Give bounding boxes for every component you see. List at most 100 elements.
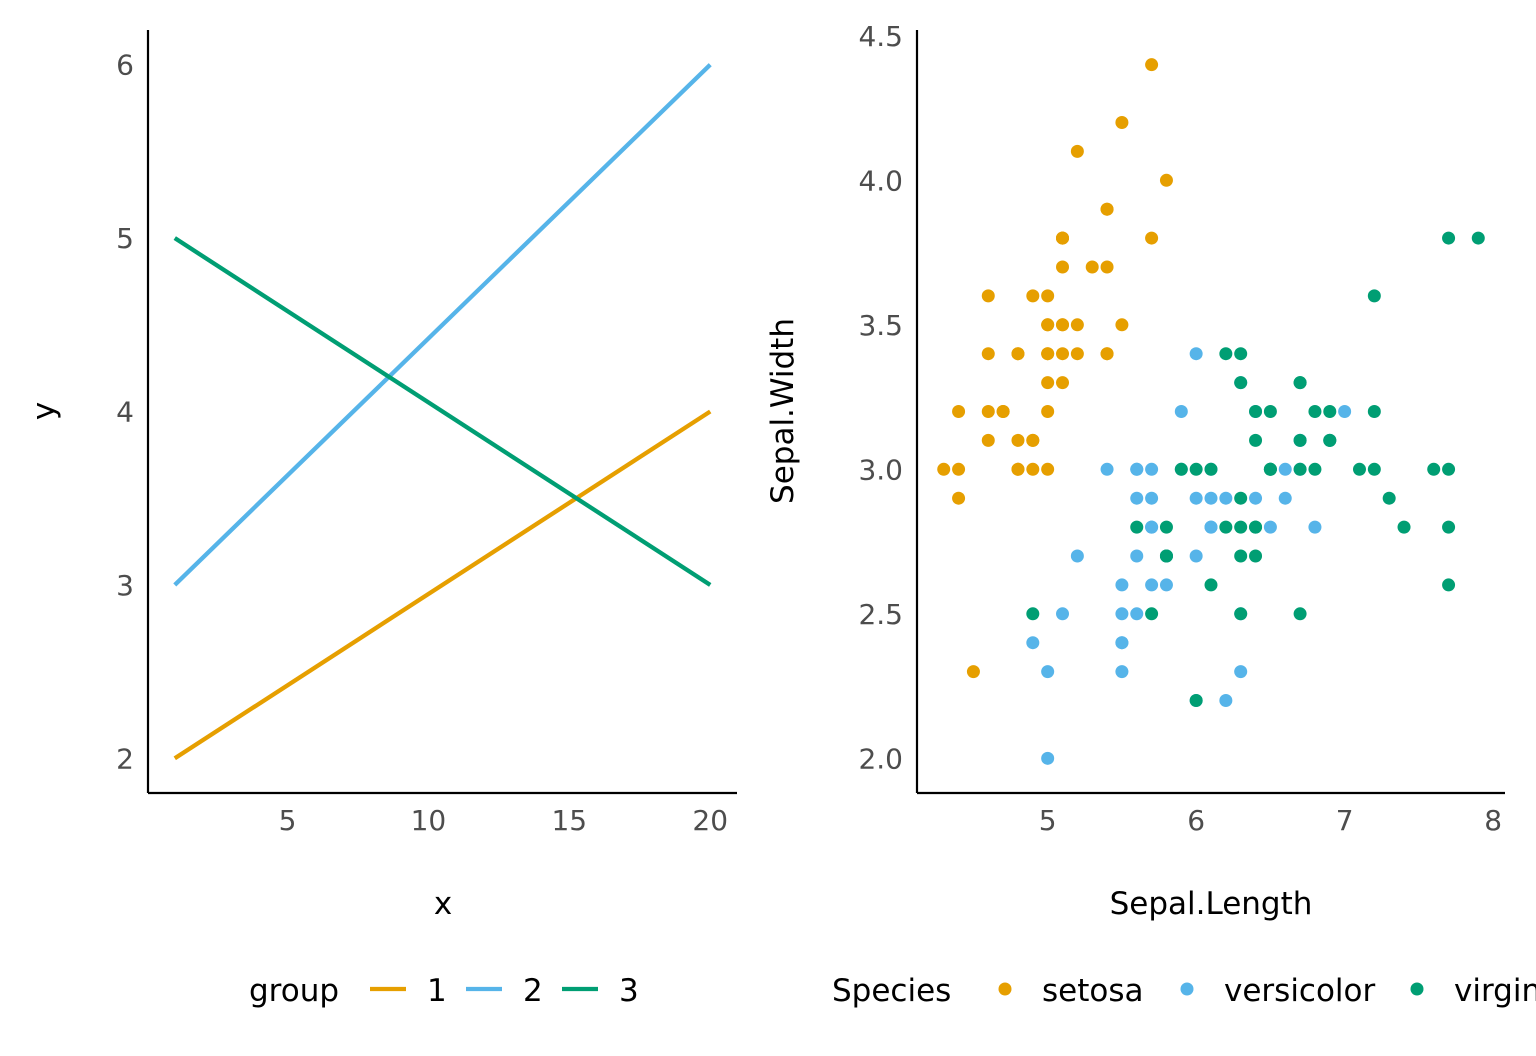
point-setosa [952,491,966,505]
point-versicolor [1219,694,1233,708]
point-virginica [1308,405,1322,418]
line-x-tick-label: 15 [551,804,587,837]
scatter-x-tick-label: 8 [1484,804,1502,837]
point-virginica [1174,462,1188,476]
point-setosa [1145,231,1159,245]
point-virginica [1159,549,1173,563]
point-versicolor [1189,491,1203,505]
point-virginica [1219,347,1233,361]
point-versicolor [1234,665,1248,679]
point-versicolor [1145,462,1159,476]
point-versicolor [1204,520,1218,534]
line-x-axis-title: x [434,886,452,922]
point-virginica [1189,694,1203,708]
point-virginica [1145,607,1159,621]
point-setosa [1070,347,1084,361]
point-virginica [1026,607,1040,621]
point-virginica [1397,520,1411,534]
scatter-y-tick-label: 4.0 [858,164,903,197]
point-setosa [1100,347,1114,361]
point-virginica [1367,462,1381,476]
point-setosa [1145,58,1159,72]
point-setosa [1041,289,1055,303]
legend-key-setosa [998,982,1012,996]
point-setosa [1085,260,1099,274]
scatter-y-axis-title: Sepal.Width [765,318,801,504]
point-versicolor [1159,578,1173,592]
point-setosa [1056,318,1070,332]
scatter-x-axis-title: Sepal.Length [1110,886,1313,922]
point-virginica [1427,462,1441,476]
point-virginica [1204,462,1218,476]
point-virginica [1323,405,1337,418]
point-virginica [1471,231,1485,245]
point-versicolor [1041,665,1055,679]
point-virginica [1308,462,1322,476]
point-setosa [1056,231,1070,245]
line-y-tick-label: 5 [116,222,134,255]
point-virginica [1293,433,1307,447]
point-virginica [1249,520,1263,534]
point-versicolor [1263,520,1277,534]
point-virginica [1249,549,1263,563]
point-setosa [1011,462,1025,476]
point-virginica [1234,520,1248,534]
point-virginica [1442,231,1456,245]
point-setosa [1026,289,1040,303]
scatter-y-tick-label: 2.5 [858,598,903,631]
point-setosa [937,462,951,476]
point-versicolor [1145,520,1159,534]
line-y-tick-label: 3 [116,569,134,602]
point-virginica [1159,520,1173,534]
point-setosa [981,347,995,361]
point-virginica [1249,433,1263,447]
line-legend-title: group [249,973,339,1009]
legend-label-versicolor: versicolor [1224,973,1376,1009]
series-line-group-2 [173,63,712,587]
scatter-x-tick-label: 7 [1336,804,1354,837]
point-virginica [1442,520,1456,534]
point-setosa [1026,433,1040,447]
point-versicolor [1145,578,1159,592]
point-virginica [1219,520,1233,534]
point-setosa [1011,347,1025,361]
point-setosa [1056,376,1070,390]
scatter-y-tick-label: 3.0 [858,453,903,486]
point-versicolor [1145,491,1159,505]
scatter-x-tick-label: 5 [1039,804,1057,837]
point-virginica [1367,289,1381,303]
point-virginica [1442,578,1456,592]
point-setosa [1159,173,1173,187]
point-virginica [1293,462,1307,476]
line-y-tick-label: 4 [116,396,134,429]
point-versicolor [1056,607,1070,621]
legend-label-virginica: virginica [1454,973,1536,1009]
point-virginica [1323,433,1337,447]
point-virginica [1234,607,1248,621]
point-versicolor [1041,751,1055,765]
point-versicolor [1130,607,1144,621]
legend-label-group-3: 3 [619,973,639,1009]
point-virginica [1189,462,1203,476]
point-setosa [952,462,966,476]
point-virginica [1234,347,1248,361]
point-setosa [1041,318,1055,332]
series-line-group-1 [173,409,712,761]
scatter-y-tick-label: 3.5 [858,309,903,342]
point-setosa [1070,318,1084,332]
point-versicolor [1115,665,1129,679]
point-setosa [1041,376,1055,390]
point-versicolor [1278,462,1292,476]
point-virginica [1234,491,1248,505]
point-setosa [1041,347,1055,361]
point-setosa [1100,202,1114,216]
point-versicolor [1219,491,1233,505]
legend-label-group-2: 2 [523,973,543,1009]
line-x-tick-label: 20 [692,804,728,837]
point-virginica [1263,462,1277,476]
point-virginica [1352,462,1366,476]
line-y-tick-label: 6 [116,49,134,82]
legend-key-versicolor [1180,982,1194,996]
point-versicolor [1115,636,1129,650]
